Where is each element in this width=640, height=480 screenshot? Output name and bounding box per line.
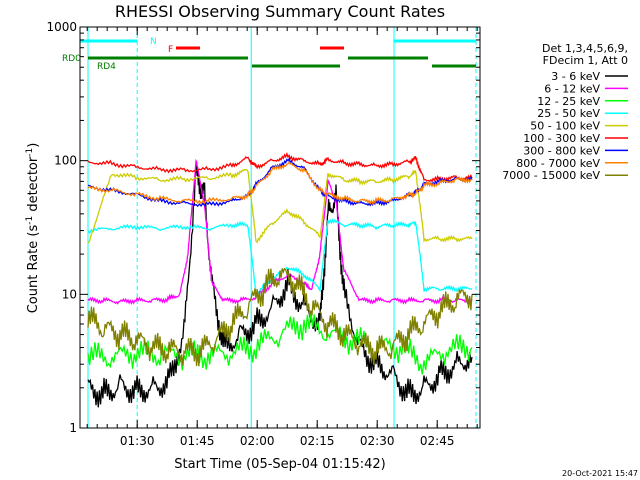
- y-tick-label-3: 1000: [46, 20, 77, 34]
- legend-header-1: FDecim 1, Att 0: [543, 54, 628, 67]
- axes: RD0 1 10 100 1000 01:30 01:45 02:00 02:15 02:30 02…: [46, 20, 480, 448]
- legend: Det 1,3,4,5,6,9,FDecim 1, Att 0 3 - 6 keV…: [502, 42, 628, 182]
- legend-label-0: 3 - 6 keV: [551, 70, 600, 83]
- annotation-F: F: [168, 45, 173, 55]
- annotation-N: N: [150, 37, 157, 47]
- legend-label-1: 6 - 12 keV: [544, 82, 600, 95]
- series-line-1: [87, 158, 473, 306]
- chart-title: RHESSI Observing Summary Count Rates: [115, 2, 445, 21]
- x-tick-label-4: 02:30: [360, 434, 395, 448]
- footer-date: 20-Oct-2021 15:47: [562, 469, 638, 478]
- series-line-4: [87, 168, 473, 244]
- plot-frame: [79, 26, 481, 429]
- y-tick-label-1: 10: [62, 287, 77, 301]
- legend-label-6: 300 - 800 keV: [523, 144, 600, 157]
- annotation-RD4: RD4: [97, 62, 116, 72]
- legend-label-7: 800 - 7000 keV: [516, 157, 600, 170]
- x-tick-label-5: 02:45: [420, 434, 455, 448]
- x-tick-label-1: 01:45: [180, 434, 215, 448]
- series-line-5: [87, 152, 473, 183]
- x-tick-label-2: 02:00: [240, 434, 275, 448]
- series-line-8: [87, 267, 473, 367]
- series-line-7: [87, 160, 473, 206]
- x-axis-label: Start Time (05-Sep-04 01:15:42): [174, 457, 385, 472]
- legend-header-0: Det 1,3,4,5,6,9,: [542, 42, 628, 55]
- y-tick-label-2: 100: [54, 154, 77, 168]
- y-axis-label: Count Rate (s-1 detector-1): [25, 143, 41, 314]
- series-line-0: [87, 162, 473, 408]
- x-tick-label-3: 02:15: [300, 434, 335, 448]
- legend-label-4: 50 - 100 keV: [530, 120, 600, 133]
- legend-label-3: 25 - 50 keV: [537, 107, 600, 120]
- y-tick-label-0: 1: [69, 421, 77, 435]
- annotation-RD0: RD0: [62, 54, 81, 64]
- legend-label-8: 7000 - 15000 keV: [502, 169, 600, 182]
- legend-label-5: 100 - 300 keV: [523, 132, 600, 145]
- x-tick-label-0: 01:30: [120, 434, 155, 448]
- series-line-3: [87, 218, 473, 296]
- legend-label-2: 12 - 25 keV: [537, 95, 600, 108]
